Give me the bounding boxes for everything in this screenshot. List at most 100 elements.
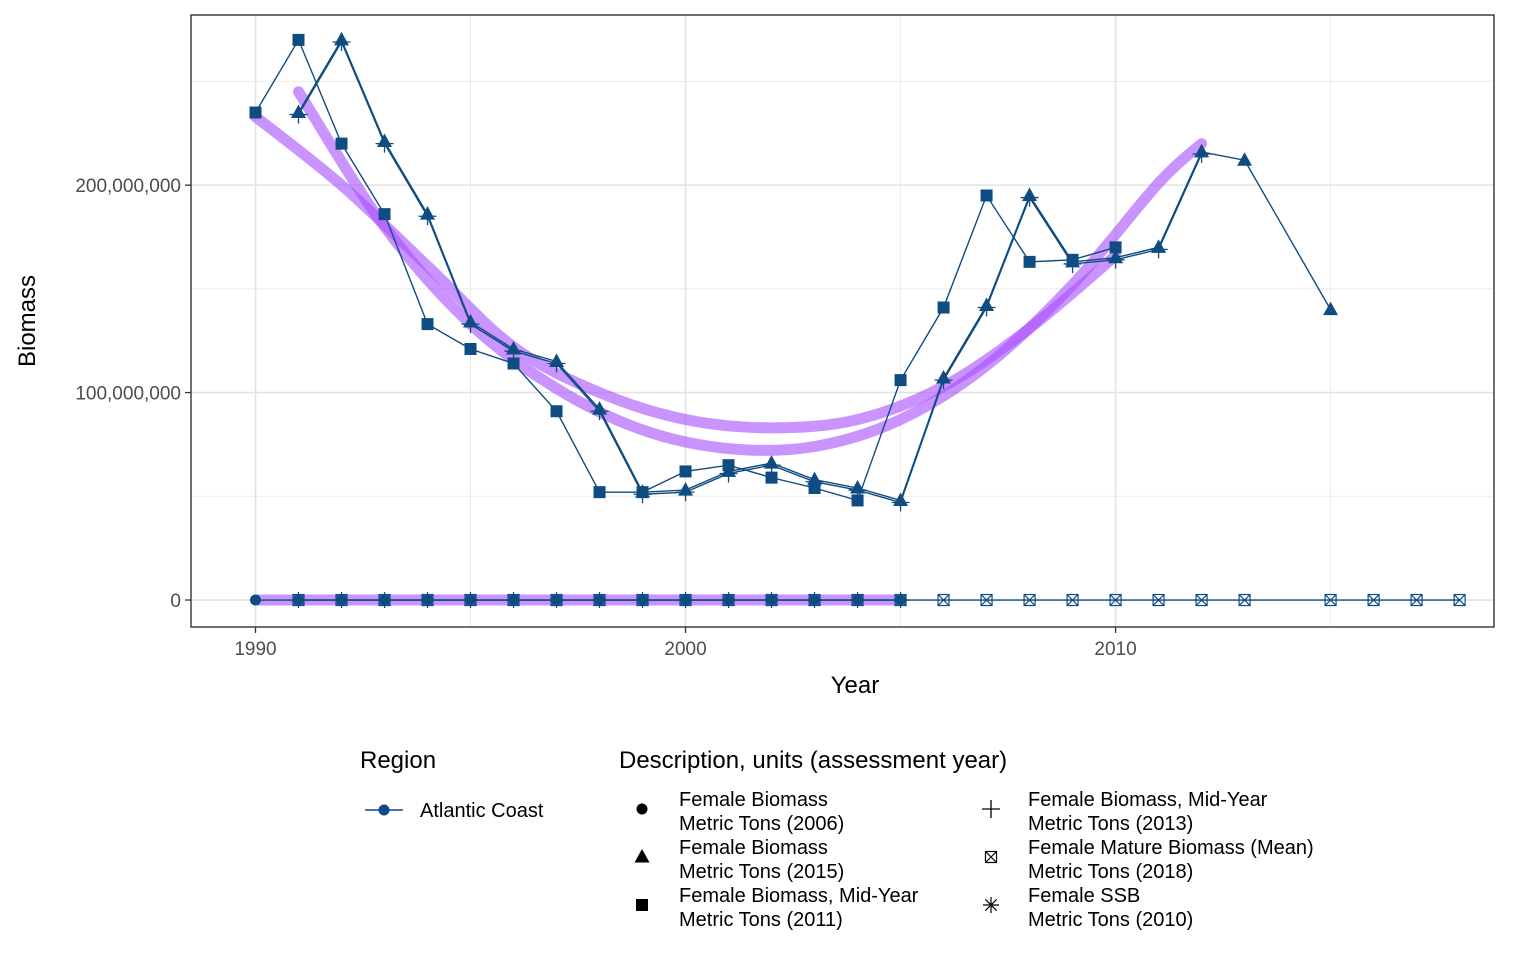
data-point-square <box>851 494 864 507</box>
legend: Region Atlantic Coast Description, units… <box>360 747 1314 931</box>
data-point-square <box>464 343 477 356</box>
data-point-boxcross <box>1367 593 1380 607</box>
data-point-plus <box>1192 144 1211 163</box>
x-tick-label: 2010 <box>1094 639 1136 660</box>
data-point-square <box>679 465 692 478</box>
data-point-boxcross <box>1410 593 1423 607</box>
legend-key-atlantic-coast <box>365 804 403 816</box>
data-point-square <box>550 405 563 418</box>
data-point-triangle <box>1323 301 1339 316</box>
y-tick-label: 100,000,000 <box>75 384 181 405</box>
data-point-boxcross <box>1152 593 1165 607</box>
data-point-boxcross <box>1023 593 1036 607</box>
data-point-boxcross <box>851 593 864 607</box>
data-point-boxcross <box>679 593 692 607</box>
legend-desc-label: Female Biomass, Mid-Year Metric Tons (201… <box>679 885 919 931</box>
data-point-square <box>593 486 606 499</box>
data-point-boxcross <box>1109 593 1122 607</box>
data-point-plus <box>590 402 609 421</box>
data-point-boxcross <box>765 593 778 607</box>
data-point-boxcross <box>808 593 821 607</box>
legend-key-asterisk <box>983 897 999 913</box>
series-line <box>297 40 1203 504</box>
data-point-boxcross <box>335 593 348 607</box>
data-point-square <box>378 208 391 221</box>
legend-key-triangle <box>634 849 650 863</box>
data-point-plus <box>332 32 351 51</box>
data-point-boxcross <box>937 593 950 607</box>
data-point-square <box>421 318 434 331</box>
data-point-plus <box>1149 240 1168 259</box>
data-point-boxcross <box>1453 593 1466 607</box>
x-axis-title: Year <box>831 672 880 699</box>
data-point-boxcross <box>1324 593 1337 607</box>
data-point-plus <box>934 371 953 390</box>
data-point-boxcross <box>292 593 305 607</box>
legend-description-keys <box>634 800 1000 913</box>
legend-description-title: Description, units (assessment year) <box>619 747 1007 774</box>
data-point-boxcross <box>464 593 477 607</box>
legend-desc-label: Female Biomass Metric Tons (2006) <box>679 789 844 835</box>
data-point-plus <box>762 456 781 475</box>
panel-background <box>191 15 1494 627</box>
panel-border-rect <box>190 14 1495 628</box>
legend-key-marker <box>378 804 390 816</box>
y-tick-label: 200,000,000 <box>75 176 181 197</box>
data-point-plus <box>805 472 824 491</box>
data-point-plus <box>289 105 308 124</box>
legend-desc-label: Female SSB Metric Tons (2010) <box>1028 885 1193 931</box>
data-point-boxcross <box>593 593 606 607</box>
series-line <box>297 38 1332 502</box>
legend-key-boxcross <box>984 850 998 864</box>
data-point-boxcross <box>722 593 735 607</box>
data-point-square <box>1023 255 1036 268</box>
data-point-plus <box>1063 254 1082 273</box>
data-point-plus <box>977 298 996 317</box>
legend-region-label: Atlantic Coast <box>420 800 544 822</box>
legend-region-title: Region <box>360 747 436 774</box>
data-point-plus <box>719 464 738 483</box>
data-point-boxcross <box>1066 593 1079 607</box>
data-point-plus <box>504 342 523 361</box>
data-point-plus <box>1106 250 1125 269</box>
legend-desc-label: Female Biomass Metric Tons (2015) <box>679 837 844 883</box>
data-point-square <box>937 301 950 314</box>
legend-key-circle <box>636 803 648 815</box>
plot-panel <box>191 15 1494 627</box>
data-point-plus <box>1020 188 1039 207</box>
data-point-square <box>980 189 993 202</box>
data-point-boxcross <box>550 593 563 607</box>
legend-desc-label: Female Biomass, Mid-Year Metric Tons (201… <box>1028 789 1268 835</box>
series-points <box>249 31 1466 609</box>
data-point-square <box>335 137 348 150</box>
data-point-square <box>292 33 305 46</box>
data-point-circle <box>250 594 262 606</box>
legend-key-plus <box>982 800 1000 818</box>
panel-border <box>190 14 1495 628</box>
data-point-boxcross <box>507 593 520 607</box>
data-point-square <box>894 374 907 387</box>
data-point-boxcross <box>894 593 907 607</box>
legend-desc-label: Female Mature Biomass (Mean) Metric Tons … <box>1028 837 1314 883</box>
data-point-boxcross <box>421 593 434 607</box>
data-point-boxcross <box>980 593 993 607</box>
axes: 1990 2000 2010 0 100,000,000 200,000,000 <box>75 176 1136 660</box>
data-point-triangle <box>1237 152 1253 166</box>
smooth-fit-curve <box>293 86 1208 456</box>
data-point-plus <box>375 134 394 153</box>
data-point-plus <box>547 354 566 373</box>
x-tick-label: 2000 <box>664 639 706 660</box>
data-point-plus <box>676 483 695 502</box>
data-point-square <box>249 106 262 119</box>
data-point-square <box>507 357 520 370</box>
data-point-plus <box>418 207 437 226</box>
y-axis-title: Biomass <box>14 275 41 367</box>
data-point-boxcross <box>1195 593 1208 607</box>
data-point-square <box>765 471 778 484</box>
data-point-plus <box>633 485 652 504</box>
data-point-boxcross <box>636 593 649 607</box>
data-point-boxcross <box>378 593 391 607</box>
data-point-plus <box>848 481 867 500</box>
x-tick-label: 1990 <box>234 639 276 660</box>
